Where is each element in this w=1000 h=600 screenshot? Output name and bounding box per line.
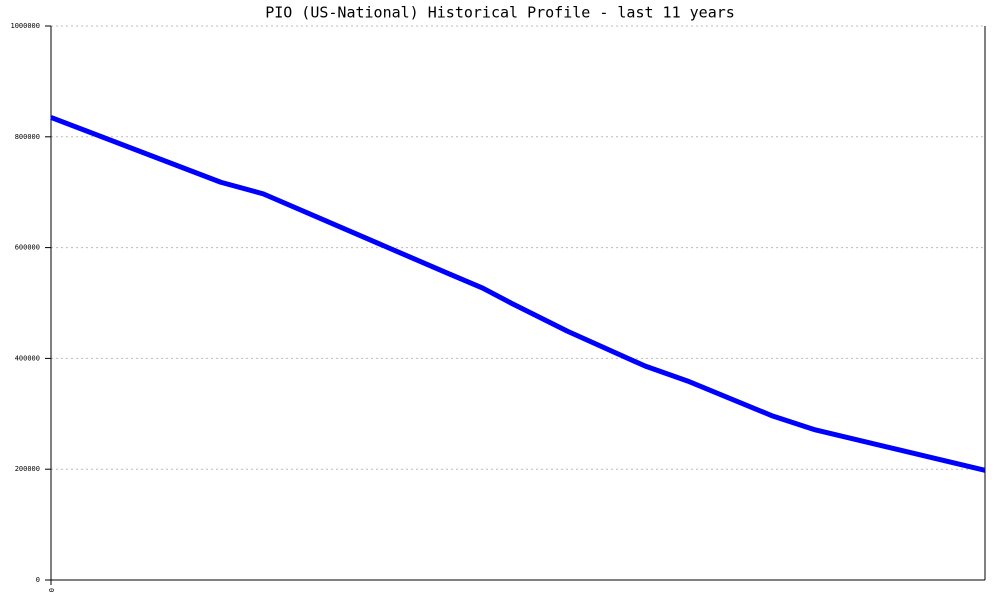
y-tick-label: 600000: [15, 244, 40, 252]
chart-title: PIO (US-National) Historical Profile - l…: [265, 4, 735, 22]
y-tick-label: 800000: [15, 133, 40, 141]
y-tick-label: 400000: [15, 354, 40, 362]
y-tick-label: 0: [36, 576, 40, 584]
data-line: [50, 115, 986, 473]
x-tick-label: 0: [47, 588, 55, 592]
y-tick-label: 1000000: [10, 22, 40, 30]
y-tick-label: 200000: [15, 465, 40, 473]
